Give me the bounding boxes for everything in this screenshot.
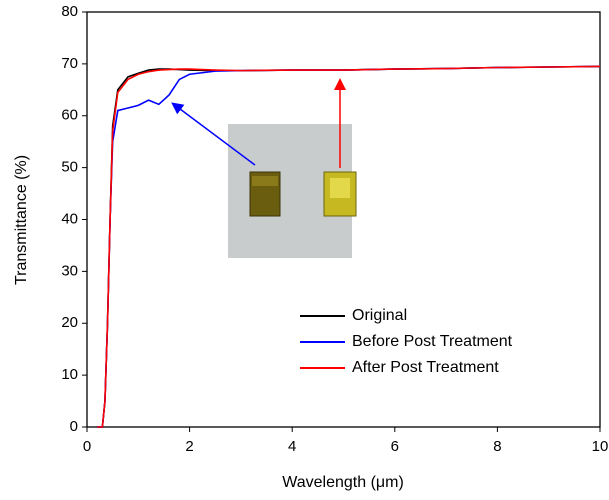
- y-tick-label: 20: [61, 314, 78, 331]
- x-tick-label: 6: [391, 438, 399, 455]
- legend-label: After Post Treatment: [352, 359, 499, 376]
- y-axis-label: Transmittance (%): [13, 155, 30, 285]
- y-tick-label: 40: [61, 210, 78, 227]
- y-tick-label: 10: [61, 366, 78, 383]
- y-tick-label: 30: [61, 262, 78, 279]
- x-tick-label: 8: [493, 438, 501, 455]
- x-tick-label: 10: [592, 438, 609, 455]
- y-tick-label: 50: [61, 159, 78, 176]
- y-tick-label: 0: [70, 418, 78, 435]
- x-tick-label: 4: [288, 438, 296, 455]
- legend-label: Original: [352, 307, 407, 324]
- arrow: [171, 102, 256, 166]
- y-tick-label: 70: [61, 55, 78, 72]
- legend-label: Before Post Treatment: [352, 333, 513, 350]
- x-tick-label: 0: [83, 438, 91, 455]
- y-tick-label: 60: [61, 107, 78, 124]
- series-line: [97, 65, 601, 428]
- x-axis-label: Wavelength (μm): [282, 474, 404, 491]
- x-tick-label: 2: [185, 438, 193, 455]
- y-tick-label: 80: [61, 3, 78, 20]
- inset-photo: [228, 124, 357, 258]
